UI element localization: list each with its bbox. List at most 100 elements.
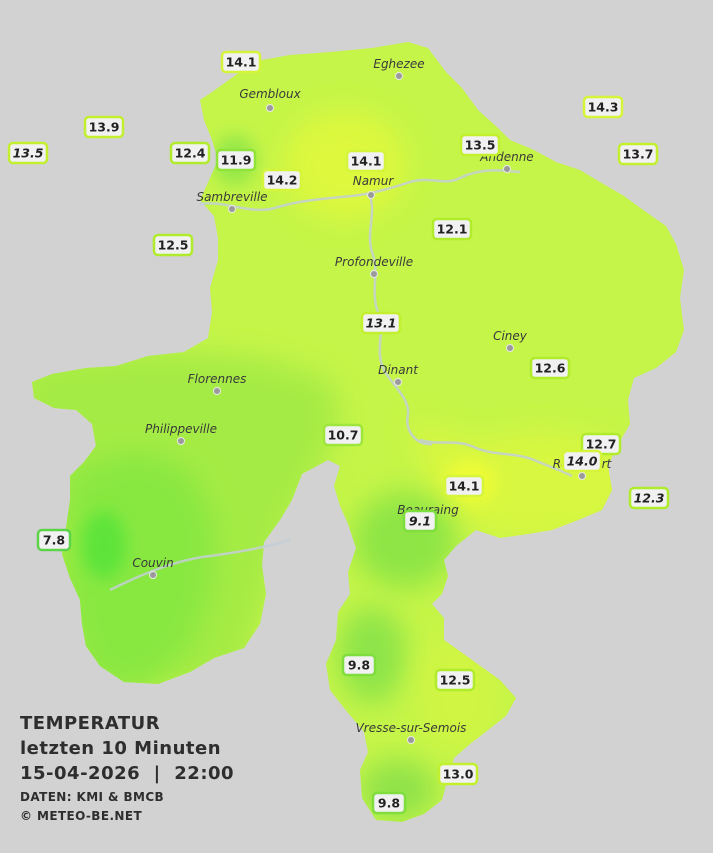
station-box — [83, 115, 125, 139]
city-marker-icon — [578, 472, 586, 480]
station-value: 12.1 — [437, 222, 468, 237]
station-label: 12.5 — [152, 233, 194, 257]
city-label: Florennes — [188, 372, 247, 386]
station-label: 14.1 — [220, 50, 262, 74]
station-value: 10.7 — [328, 428, 359, 443]
city-florennes: Florennes — [188, 372, 247, 395]
station-label: 12.5 — [434, 668, 476, 692]
city-marker-icon — [407, 736, 415, 744]
station-value: 7.8 — [43, 533, 65, 548]
station-box — [459, 133, 501, 157]
station-box — [582, 95, 624, 119]
station-label: 13.0 — [437, 762, 479, 786]
station-label: 11.9 — [215, 148, 257, 172]
city-label: Vresse-sur-Semois — [356, 721, 467, 735]
city-philippeville: Philippeville — [145, 422, 217, 445]
map-title-block: TEMPERATUR letzten 10 Minuten 15-04-2026… — [20, 711, 234, 826]
station-value: 14.1 — [226, 55, 257, 70]
station-box — [220, 50, 262, 74]
station-label: 13.5 — [7, 141, 49, 165]
copyright: © METEO-BE.NET — [20, 809, 143, 823]
station-label: 13.9 — [83, 115, 125, 139]
city-eghezee: Eghezee — [373, 57, 425, 80]
station-value: 13.5 — [13, 146, 44, 161]
station-label: 12.4 — [169, 141, 211, 165]
river-meuse-south — [368, 195, 433, 446]
city-label: Philippeville — [145, 422, 217, 436]
station-label: 12.1 — [431, 217, 473, 241]
map-title: TEMPERATUR — [20, 713, 161, 734]
city-marker-icon — [228, 205, 236, 213]
province-region — [32, 42, 684, 822]
river-eau-blanche — [109, 538, 291, 592]
station-box — [371, 791, 407, 815]
rivers — [109, 169, 573, 592]
station-value: 13.9 — [89, 120, 120, 135]
city-marker-icon — [503, 165, 511, 173]
city-profondeville: Profondeville — [335, 255, 413, 278]
station-label: 13.5 — [459, 133, 501, 157]
city-namur: Namur — [353, 174, 395, 199]
station-label: 9.8 — [341, 653, 377, 677]
station-value: 14.1 — [351, 154, 382, 169]
cold-core-west — [82, 511, 126, 579]
station-box — [628, 486, 670, 510]
station-value: 13.7 — [623, 147, 654, 162]
station-box — [431, 217, 473, 241]
city-label: Profondeville — [335, 255, 413, 269]
city-label: Sambreville — [196, 190, 267, 204]
city-dinant: Dinant — [378, 363, 419, 386]
city-label: Gembloux — [239, 87, 301, 101]
city-label: Namur — [353, 174, 395, 188]
station-box — [152, 233, 194, 257]
data-source: DATEN: KMI & BMCB — [20, 790, 165, 804]
river-sambre-meuse — [199, 169, 521, 212]
city-sambreville: Sambreville — [196, 190, 268, 213]
station-value: 12.6 — [535, 361, 566, 376]
city-marker-icon — [395, 72, 403, 80]
city-label: Eghezee — [373, 57, 424, 71]
station-label: 12.7 — [580, 432, 622, 456]
station-value: 13.5 — [465, 138, 496, 153]
station-label: 13.7 — [617, 142, 659, 166]
station-layer: 14.1 14.3 13.9 13.5 12.4 11.9 14.1 13.5 13.7 14.2… — [7, 50, 670, 815]
station-box — [36, 528, 72, 552]
station-box — [443, 474, 485, 498]
station-box — [360, 311, 402, 335]
station-label: 12.6 — [529, 356, 571, 380]
station-label: 14.1 — [345, 149, 387, 173]
station-value: 14.2 — [267, 173, 298, 188]
station-box — [561, 449, 603, 473]
station-label: 12.3 — [628, 486, 670, 510]
station-value: 9.1 — [409, 514, 431, 529]
city-couvin: Couvin — [132, 556, 174, 579]
station-value: 12.5 — [440, 673, 471, 688]
station-value: 12.5 — [158, 238, 189, 253]
station-box — [402, 509, 438, 533]
station-label: 14.0 — [561, 449, 603, 473]
station-box — [345, 149, 387, 173]
station-value: 11.9 — [221, 153, 252, 168]
station-value: 14.3 — [588, 100, 619, 115]
station-value: 13.1 — [366, 316, 397, 331]
station-label: 10.7 — [322, 423, 364, 447]
station-value: 13.0 — [443, 767, 474, 782]
station-box — [322, 423, 364, 447]
city-vresse-sur-semois: Vresse-sur-Semois — [356, 721, 467, 744]
warm-zone-namur — [283, 110, 407, 220]
station-box — [617, 142, 659, 166]
city-marker-icon — [367, 191, 375, 199]
station-label: 9.8 — [371, 791, 407, 815]
city-marker-icon — [394, 378, 402, 386]
station-label: 7.8 — [36, 528, 72, 552]
station-label: 14.2 — [261, 168, 303, 192]
station-box — [215, 148, 257, 172]
station-box — [434, 668, 476, 692]
city-marker-icon — [213, 387, 221, 395]
station-box — [529, 356, 571, 380]
city-ciney: Ciney — [493, 329, 528, 352]
city-marker-icon — [370, 270, 378, 278]
station-label: 13.1 — [360, 311, 402, 335]
station-value: 9.8 — [378, 796, 400, 811]
